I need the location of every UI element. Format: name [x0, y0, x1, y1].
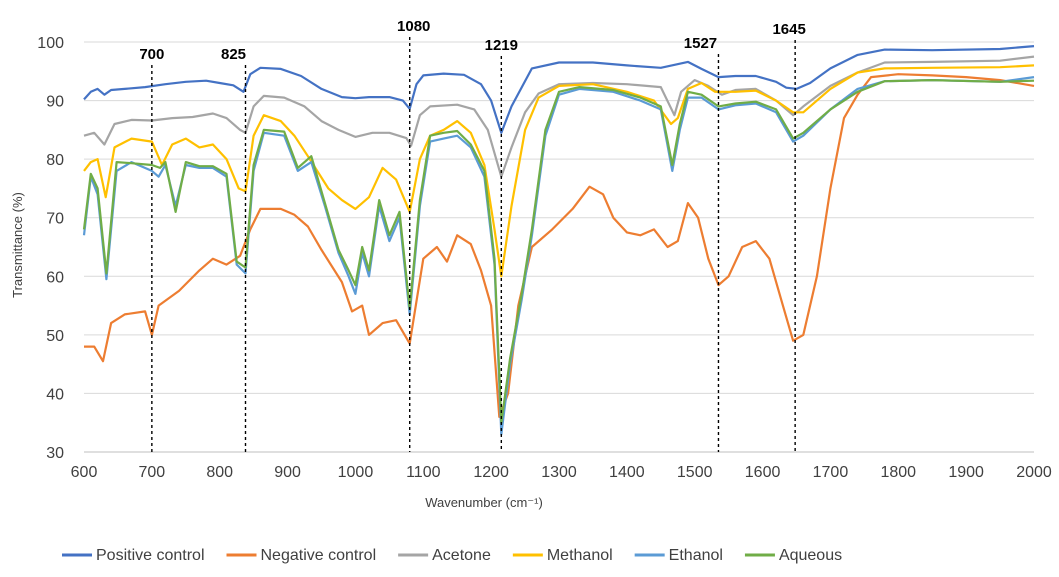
annotation-label-700: 700: [139, 46, 164, 63]
x-tick-label-900: 900: [274, 464, 301, 481]
x-tick-label-1200: 1200: [473, 464, 509, 481]
y-axis-title: Transmittance (%): [10, 192, 25, 298]
x-tick-label-1000: 1000: [338, 464, 374, 481]
x-axis-title: Wavenumber (cm⁻¹): [425, 495, 543, 510]
x-tick-label-1300: 1300: [541, 464, 577, 481]
legend-label-acetone: Acetone: [432, 547, 491, 564]
x-tick-label-1600: 1600: [745, 464, 781, 481]
y-tick-label-50: 50: [46, 328, 64, 345]
x-tick-label-700: 700: [139, 464, 166, 481]
x-tick-label-1500: 1500: [677, 464, 713, 481]
y-tick-label-100: 100: [37, 35, 64, 52]
y-tick-label-40: 40: [46, 386, 64, 403]
annotation-label-1219: 1219: [485, 37, 518, 54]
x-tick-label-600: 600: [71, 464, 98, 481]
x-tick-labels: 600 700 800 900 1000 1100 1200 1300 1400 1500 1600…: [71, 464, 1052, 481]
x-tick-label-2000: 2000: [1016, 464, 1052, 481]
annotation-label-1527: 1527: [684, 35, 717, 52]
x-tick-label-1700: 1700: [813, 464, 849, 481]
x-tick-label-1400: 1400: [609, 464, 645, 481]
annotation-label-825: 825: [221, 46, 246, 63]
legend-label-negative-control: Negative control: [261, 547, 377, 564]
legend-label-positive-control: Positive control: [96, 547, 205, 564]
legend-label-methanol: Methanol: [547, 547, 613, 564]
y-tick-label-70: 70: [46, 211, 64, 228]
legend-label-ethanol: Ethanol: [669, 547, 723, 564]
y-tick-label-60: 60: [46, 269, 64, 286]
legend-label-aqueous: Aqueous: [779, 547, 842, 564]
x-tick-label-1100: 1100: [406, 464, 441, 481]
x-tick-label-800: 800: [206, 464, 233, 481]
x-tick-label-1900: 1900: [948, 464, 984, 481]
annotation-label-1645: 1645: [772, 21, 805, 38]
annotation-label-1080: 1080: [397, 18, 430, 35]
x-tick-label-1800: 1800: [880, 464, 916, 481]
y-tick-label-30: 30: [46, 445, 64, 462]
y-tick-label-80: 80: [46, 152, 64, 169]
y-tick-label-90: 90: [46, 94, 64, 111]
